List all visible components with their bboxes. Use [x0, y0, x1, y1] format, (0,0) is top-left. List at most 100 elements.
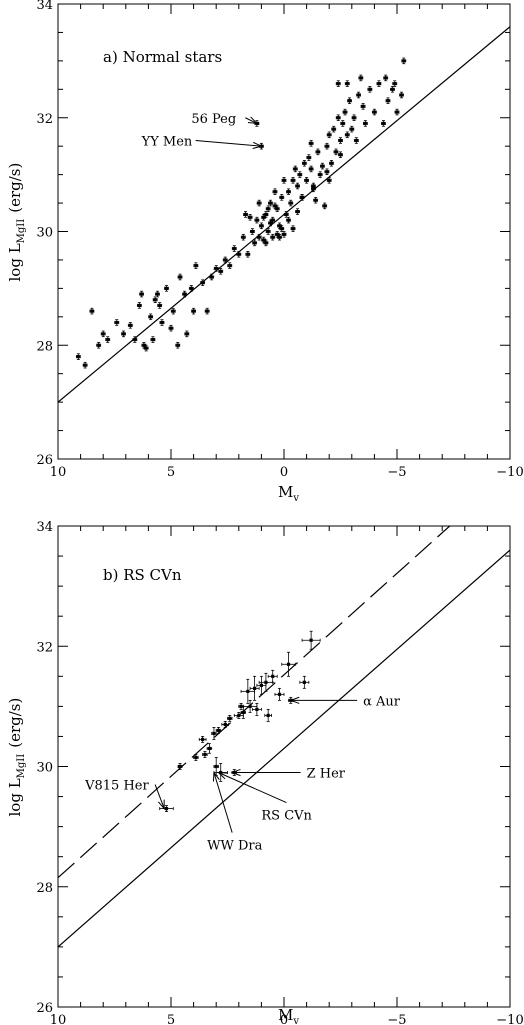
- y-tick-label: 32: [36, 640, 53, 655]
- data-point: [100, 330, 106, 338]
- annotation-arrow: [245, 117, 258, 124]
- solid-fit-line: [58, 26, 510, 403]
- data-point: [168, 324, 174, 332]
- data-point: [159, 319, 165, 326]
- x-tick-label: −5: [387, 465, 406, 480]
- data-point: [358, 74, 364, 82]
- annotation: α Aur: [289, 694, 401, 709]
- data-point: [272, 188, 278, 195]
- data-point: [360, 103, 366, 110]
- arrow-head: [157, 799, 165, 810]
- data-point: [304, 177, 310, 184]
- data-point: [308, 140, 314, 147]
- data-point: [204, 307, 210, 315]
- data-point: [268, 219, 273, 227]
- data-point: [281, 651, 296, 677]
- data-point: [340, 120, 346, 127]
- data-point: [243, 211, 248, 218]
- data-point: [139, 290, 145, 298]
- data-point: [274, 687, 285, 701]
- fit-lines: [58, 26, 510, 403]
- data-point: [306, 154, 312, 161]
- x-tick-label: −10: [496, 465, 523, 480]
- x-tick-label: −5: [387, 1013, 406, 1025]
- chart-title: b) RS CVn: [103, 566, 182, 584]
- tick-marks: [57, 3, 511, 460]
- arrow-head: [230, 768, 241, 777]
- x-axis-label-main: M: [278, 483, 293, 501]
- data-point: [333, 148, 339, 156]
- data-point: [315, 148, 321, 156]
- data-point: [301, 630, 321, 650]
- y-axis-label: log LMgII (erg/s): [6, 698, 27, 817]
- data-point: [329, 160, 334, 167]
- arrow-head: [252, 141, 263, 150]
- tick-marks: [57, 525, 511, 1008]
- data-point: [75, 353, 81, 360]
- data-point: [256, 199, 262, 207]
- data-point: [399, 91, 404, 99]
- arrow-head: [289, 696, 300, 704]
- y-axis-label-subscript: MgII: [16, 219, 27, 244]
- dashed-fit-line: [58, 526, 451, 879]
- x-tick-labels: 10 5 0 −5 −10: [50, 465, 524, 480]
- data-point: [261, 214, 267, 221]
- solid-fit-line: [58, 549, 510, 948]
- data-point: [245, 251, 251, 258]
- y-axis-label-subscript: MgII: [16, 754, 27, 779]
- data-point: [242, 699, 258, 713]
- data-point: [254, 216, 260, 224]
- y-tick-label: 28: [36, 339, 53, 354]
- x-axis-label-subscript: v: [292, 1016, 299, 1025]
- data-point: [82, 361, 88, 369]
- data-point: [263, 239, 269, 247]
- arrow-head: [247, 116, 259, 125]
- data-point: [326, 131, 332, 139]
- y-tick-label: 30: [36, 761, 53, 776]
- data-point: [331, 125, 337, 133]
- plot-frame: [57, 525, 511, 1008]
- data-point: [218, 268, 224, 275]
- data-point: [150, 336, 156, 343]
- data-point: [258, 222, 264, 230]
- data-point: [299, 675, 310, 689]
- data-point: [383, 74, 389, 82]
- data-point: [121, 330, 126, 338]
- y-tick-label: 32: [36, 112, 53, 127]
- data-point: [338, 137, 343, 144]
- data-point: [184, 330, 190, 338]
- x-tick-labels: 10 5 0 −5 −10: [50, 1013, 524, 1025]
- data-point: [252, 239, 258, 247]
- y-tick-label: 26: [36, 453, 53, 468]
- data-point: [265, 228, 271, 235]
- x-axis-label-main: M: [278, 1006, 293, 1024]
- x-tick-label: 0: [280, 1013, 288, 1025]
- data-point: [376, 80, 382, 87]
- y-tick-label: 28: [36, 881, 53, 896]
- data-point: [202, 751, 208, 758]
- data-point: [338, 151, 343, 158]
- scatter-points: [159, 630, 321, 812]
- annotation-label: WW Dra: [207, 839, 262, 854]
- data-point: [322, 202, 328, 210]
- data-point: [313, 196, 319, 204]
- data-point: [349, 125, 355, 133]
- data-point: [268, 199, 273, 207]
- annotation-label: 56 Peg: [191, 112, 236, 127]
- data-point: [164, 285, 169, 292]
- data-point: [148, 313, 154, 321]
- data-point: [324, 168, 330, 176]
- annotations: α Aur Z Her V815 Her WW Dra RS CVn: [84, 694, 401, 853]
- y-axis-label: log LMgII (erg/s): [6, 163, 27, 282]
- data-point: [279, 194, 285, 201]
- scatter-points: [75, 57, 407, 369]
- arrow-head: [217, 771, 228, 780]
- annotation: WW Dra: [207, 771, 263, 854]
- data-point: [249, 675, 260, 701]
- x-axis-label: Mv: [278, 483, 299, 504]
- x-tick-label: 10: [50, 1013, 67, 1025]
- x-tick-label: −10: [496, 1013, 523, 1025]
- data-point: [152, 296, 158, 303]
- arrow-head: [212, 771, 220, 782]
- panel-rs-cvn: α Aur Z Her V815 Her WW Dra RS CVn 10 5 0 −5 −10…: [6, 520, 524, 1025]
